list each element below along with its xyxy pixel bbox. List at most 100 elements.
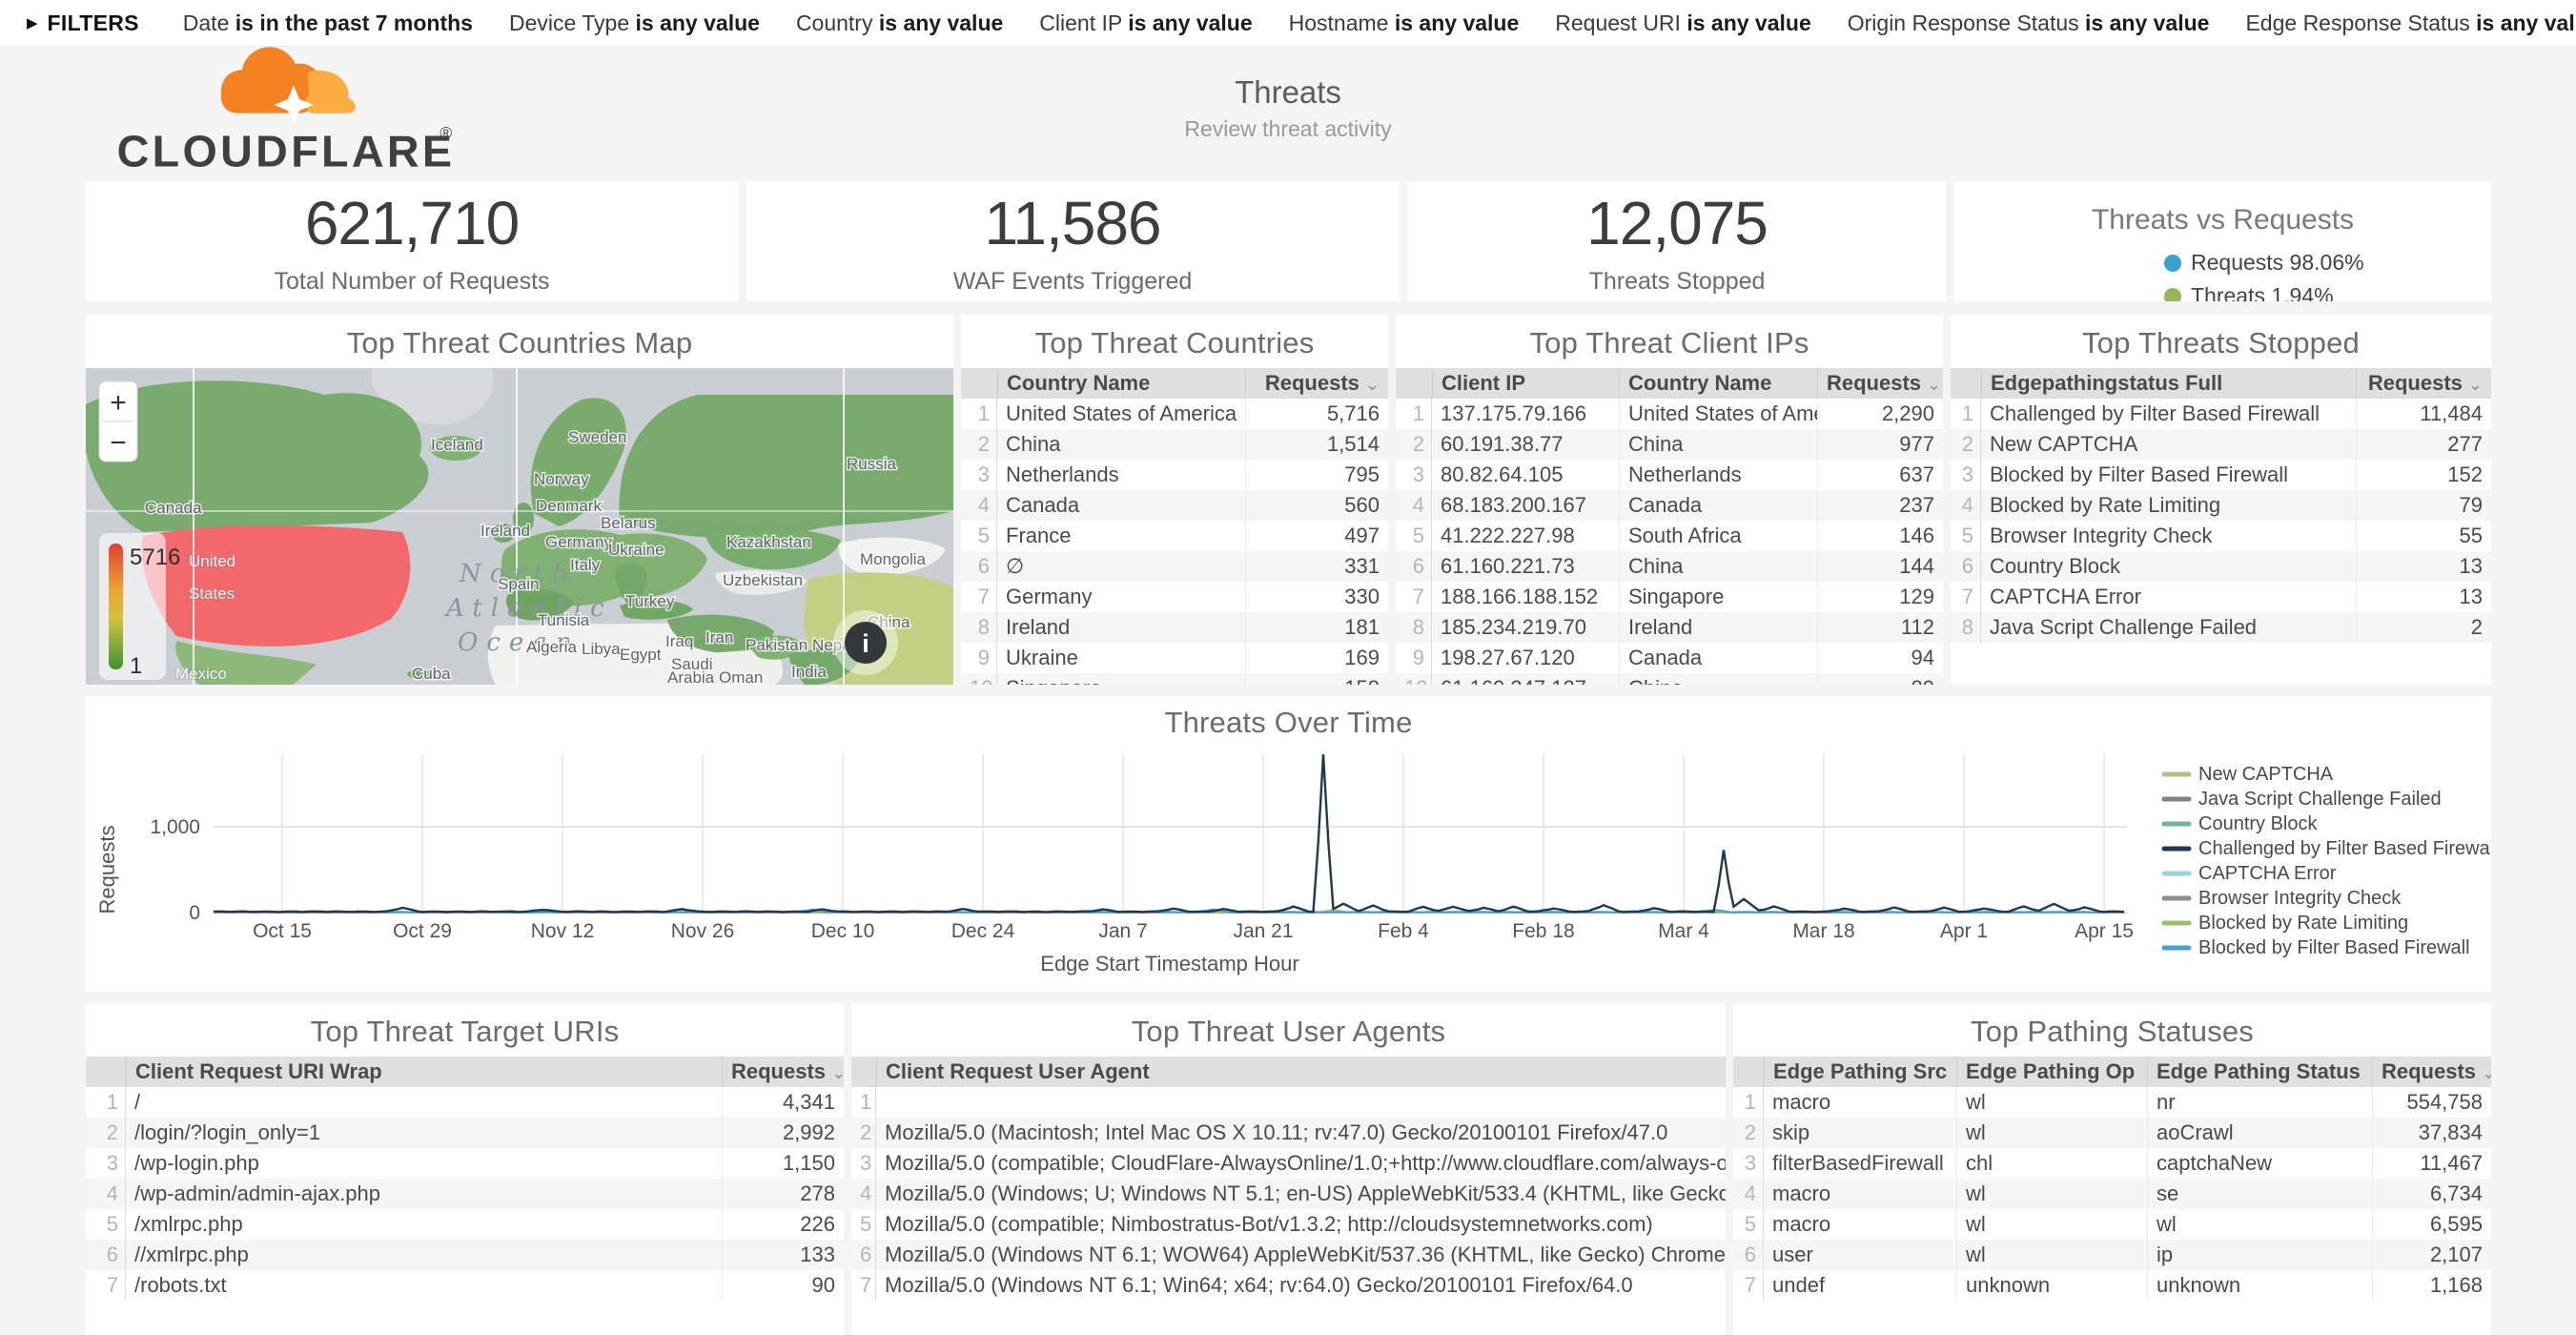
chart-legend-item[interactable]: CAPTCHA Error	[2161, 863, 2337, 884]
filters-toggle[interactable]: ▶ FILTERS	[27, 10, 139, 36]
table-row: 4 macro wl se 6,734	[1733, 1179, 2491, 1209]
table-cell: 5,716	[1245, 399, 1388, 429]
chart-legend-item[interactable]: Country Block	[2161, 813, 2318, 834]
table-cell: Browser Integrity Check	[1990, 524, 2213, 547]
column-header[interactable]: Client IP	[1432, 368, 1619, 399]
table-row: 5/xmlrpc.php 226	[86, 1209, 844, 1240]
scale-min-label: 1	[130, 653, 142, 679]
legend-label: Blocked by Rate Limiting	[2198, 913, 2408, 934]
country-label: India	[791, 663, 827, 681]
map-color-scale: 5716 1	[99, 533, 180, 680]
filter-chip[interactable]: Date is in the past 7 months	[182, 10, 473, 35]
chart-legend-item[interactable]: Blocked by Filter Based Firewall	[2161, 937, 2470, 958]
panel-title: Top Threat Target URIs	[310, 1015, 620, 1048]
row-index: 7	[961, 582, 997, 612]
sort-column-header[interactable]: Requests⌄	[1817, 368, 1943, 399]
page-subtitle: Review threat activity	[1184, 116, 1392, 141]
cloudflare-cloud-icon	[221, 47, 356, 125]
table-cell: Mozilla/5.0 (Windows NT 6.1; Win64; x64;…	[885, 1273, 1633, 1297]
column-header[interactable]: Edge Pathing Status	[2147, 1057, 2372, 1087]
table-row: 3 Mozilla/5.0 (compatible; CloudFlare-Alw…	[851, 1148, 1726, 1179]
table-cell: Mozilla/5.0 (Windows; U; Windows NT 5.1;…	[885, 1181, 1726, 1205]
table-cell: 237	[1817, 490, 1943, 521]
world-map[interactable]: North Atlantic Ocean 5716 1 Canada United…	[86, 368, 953, 685]
map-panel-title: Top Threat Countries Map	[346, 326, 693, 359]
table-cell: Germany	[1006, 585, 1093, 608]
table-row: 3/wp-login.php 1,150	[86, 1148, 844, 1179]
filter-chip[interactable]: Device Type is any value	[508, 10, 760, 35]
x-tick-label: Jan 21	[1233, 920, 1293, 942]
table-cell: wl	[1956, 1209, 2147, 1240]
row-index: 10	[961, 673, 997, 685]
top-threat-user-agents-table: Client Request User Agent 1 2 Mozilla/5.0 (…	[851, 1057, 1726, 1301]
table-cell: 1,150	[722, 1148, 844, 1179]
sort-column-header[interactable]: Requests⌄	[2356, 368, 2491, 399]
sort-column-header[interactable]: Requests⌄	[2372, 1057, 2491, 1087]
sort-caret-icon: ⌄	[1927, 375, 1942, 394]
table-cell: 278	[722, 1179, 844, 1209]
column-header[interactable]: Edge Pathing Src	[1764, 1057, 1956, 1087]
table-cell: 60.191.38.77	[1441, 432, 1564, 456]
column-header[interactable]: Country Name	[1619, 368, 1817, 399]
row-index: 8	[1396, 612, 1432, 643]
filter-chip[interactable]: Edge Response Status is any value	[2245, 10, 2576, 35]
table-row: 2 New CAPTCHA 277	[1951, 429, 2491, 460]
chart-legend-item[interactable]: Browser Integrity Check	[2161, 888, 2402, 909]
row-index: 1	[851, 1087, 876, 1118]
panel-title: Top Pathing Statuses	[1971, 1015, 2254, 1048]
column-header[interactable]: Edge Pathing Op	[1956, 1057, 2147, 1087]
table-cell: CAPTCHA Error	[1990, 585, 2141, 608]
x-tick-label: Oct 29	[393, 920, 452, 942]
sort-column-header[interactable]: Requests⌄	[722, 1057, 844, 1087]
column-header[interactable]: Edgepathingstatus Full	[1981, 368, 2356, 399]
table-cell: 89	[1817, 673, 1943, 685]
row-index: 5	[961, 521, 997, 551]
zoom-out-button[interactable]: −	[110, 427, 127, 459]
svg-text:Ocean: Ocean	[458, 628, 581, 657]
country-label: Iraq	[665, 632, 693, 650]
table-row: 1 United States of America 5,716	[961, 399, 1388, 429]
row-index: 7	[1951, 582, 1981, 612]
table-row: 1 137.175.79.166 United States of America2…	[1396, 399, 1943, 429]
chart-legend-item[interactable]: Java Script Challenge Failed	[2161, 789, 2442, 810]
table-row: 4 Mozilla/5.0 (Windows; U; Windows NT 5.1…	[851, 1179, 1726, 1209]
filter-item-list: Date is in the past 7 months Device Type …	[183, 10, 2576, 36]
country-label: Norway	[534, 470, 589, 488]
filter-chip[interactable]: Country is any value	[795, 10, 1004, 35]
table-cell: 1,514	[1245, 429, 1388, 460]
table-row: 3 Blocked by Filter Based Firewall 152	[1951, 460, 2491, 490]
table-cell: 61.160.221.73	[1441, 554, 1575, 578]
chart-legend-item[interactable]: Blocked by Rate Limiting	[2161, 913, 2408, 934]
zoom-in-button[interactable]: +	[110, 387, 127, 419]
table-cell: 55	[2356, 521, 2491, 551]
table-cell: South Africa	[1619, 521, 1817, 551]
filter-chip[interactable]: Hostname is any value	[1288, 10, 1520, 35]
filter-chip[interactable]: Request URI is any value	[1555, 10, 1811, 35]
chart-legend-item[interactable]: New CAPTCHA	[2161, 764, 2334, 785]
row-index: 4	[1396, 490, 1432, 521]
table-cell: Netherlands	[1006, 462, 1119, 486]
table-cell: 137.175.79.166	[1441, 401, 1586, 425]
column-header[interactable]: Country Name	[997, 368, 1245, 399]
filter-chip[interactable]: Origin Response Status is any value	[1847, 10, 2210, 35]
table-header-row: Client IP Country Name Requests ⌄	[1396, 368, 1943, 399]
table-cell: /wp-admin/admin-ajax.php	[134, 1181, 381, 1205]
row-index: 3	[1733, 1148, 1764, 1179]
table-cell: 2,290	[1817, 399, 1943, 429]
filter-chip[interactable]: Client IP is any value	[1039, 10, 1253, 35]
column-header[interactable]: Client Request URI Wrap	[126, 1057, 722, 1087]
table-row: 1 macro wl nr 554,758	[1733, 1087, 2491, 1118]
table-row: 5 Mozilla/5.0 (compatible; Nimbostratus-B…	[851, 1209, 1726, 1240]
column-header[interactable]: Client Request User Agent	[876, 1057, 1726, 1087]
panel-title: Top Threat User Agents	[1131, 1015, 1446, 1048]
country-label: Germany	[545, 533, 612, 551]
table-cell: /xmlrpc.php	[134, 1212, 243, 1236]
table-cell: 497	[1245, 521, 1388, 551]
sort-column-header[interactable]: Requests⌄	[1245, 368, 1388, 399]
row-index: 6	[961, 551, 997, 582]
sort-caret-icon: ⌄	[1364, 375, 1380, 394]
chart-legend-item[interactable]: Challenged by Filter Based Firewall	[2161, 838, 2491, 859]
table-cell: 129	[1817, 582, 1943, 612]
map-info-button[interactable]: i	[833, 610, 898, 675]
